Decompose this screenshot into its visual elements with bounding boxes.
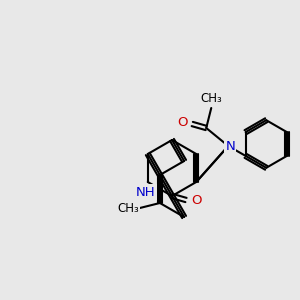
Text: O: O (191, 194, 201, 206)
Text: NH: NH (136, 185, 156, 199)
Text: CH₃: CH₃ (117, 202, 139, 214)
Text: O: O (177, 116, 188, 128)
Text: CH₃: CH₃ (200, 92, 222, 104)
Text: N: N (225, 140, 235, 152)
